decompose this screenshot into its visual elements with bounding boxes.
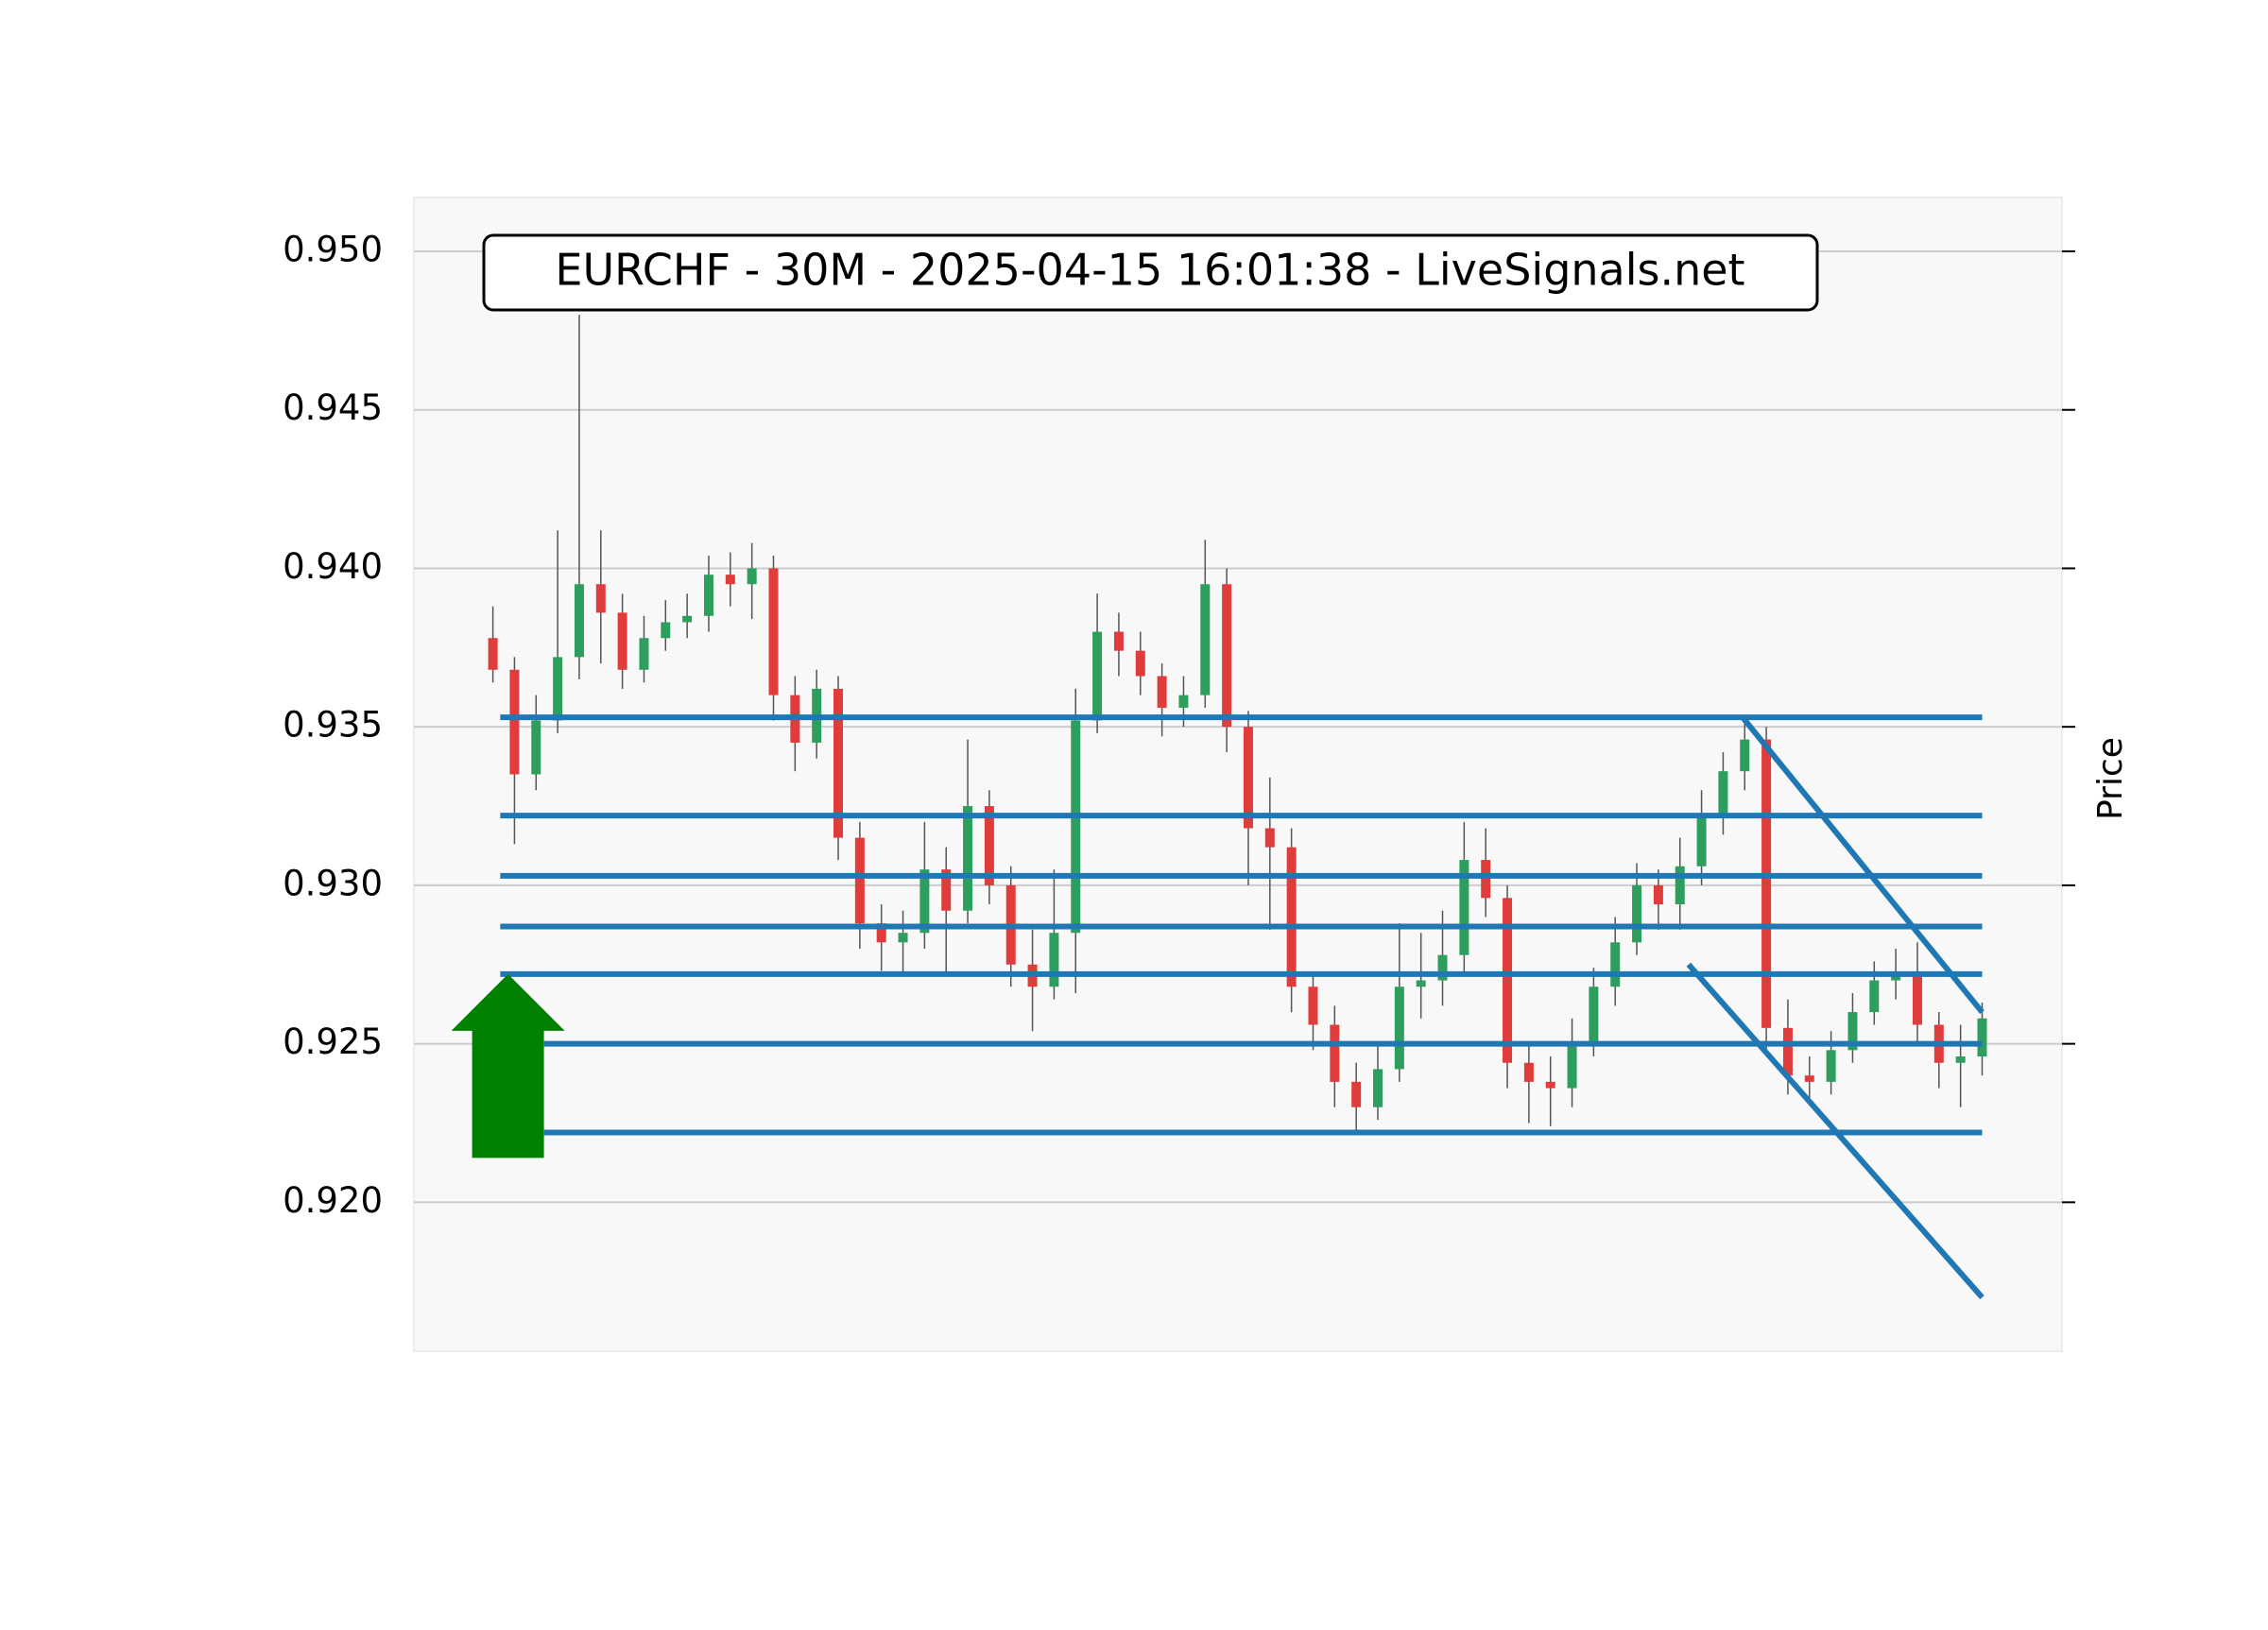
candle-body bbox=[1589, 987, 1599, 1044]
candle-body bbox=[617, 612, 627, 670]
candle-body bbox=[1912, 973, 1922, 1025]
candle-body bbox=[661, 622, 671, 639]
candle-body bbox=[1481, 860, 1491, 899]
candle-body bbox=[595, 584, 606, 613]
candle-body bbox=[1545, 1081, 1555, 1089]
candle-body bbox=[1222, 584, 1232, 728]
candle-body bbox=[1826, 1050, 1836, 1082]
axis: 0.920 0.925 0.930 0.935 0.940 0.945 0.950 bbox=[283, 230, 2075, 1221]
candle-body bbox=[1977, 1018, 1987, 1057]
y-tick-label: 0.945 bbox=[283, 387, 383, 428]
candle-body bbox=[1157, 676, 1167, 709]
lines bbox=[451, 714, 1984, 1299]
candle-body bbox=[1696, 815, 1707, 866]
candle-body bbox=[1847, 1012, 1858, 1051]
candle-body bbox=[574, 584, 584, 658]
candle-body bbox=[1869, 980, 1880, 1013]
candle-body bbox=[1416, 980, 1426, 987]
candle-body bbox=[531, 720, 541, 775]
candle-body bbox=[1071, 720, 1081, 934]
candle-body bbox=[488, 638, 498, 670]
candle-body bbox=[919, 869, 930, 934]
candle-body bbox=[703, 575, 713, 616]
candle-body bbox=[1394, 987, 1404, 1070]
candle-body bbox=[1372, 1069, 1383, 1107]
y-tick-label: 0.940 bbox=[283, 546, 383, 587]
candle-body bbox=[1049, 933, 1059, 987]
candle-body bbox=[1523, 1062, 1534, 1082]
candle-body bbox=[639, 638, 649, 670]
candle-body bbox=[1135, 650, 1145, 677]
candle-body bbox=[682, 615, 693, 623]
candle-body bbox=[1351, 1081, 1362, 1107]
candle-body bbox=[984, 806, 994, 885]
trend-line bbox=[1686, 962, 1984, 1299]
y-axis-label: Price bbox=[2091, 737, 2130, 820]
candle-body bbox=[1243, 727, 1253, 829]
candle-body bbox=[1459, 860, 1469, 955]
candle-body bbox=[1761, 739, 1772, 1028]
candle-body bbox=[1264, 828, 1275, 848]
candle-body bbox=[1891, 973, 1901, 981]
candle-body bbox=[1718, 771, 1728, 816]
candle-body bbox=[898, 933, 908, 943]
title-box bbox=[482, 233, 1819, 312]
candle-body bbox=[1955, 1056, 1966, 1063]
candle-body bbox=[1610, 942, 1621, 987]
candle-body bbox=[854, 837, 865, 924]
trend-line bbox=[1740, 715, 1984, 1014]
candle-body bbox=[768, 568, 779, 695]
candle-body bbox=[1286, 847, 1297, 987]
candle-body bbox=[1653, 884, 1663, 905]
candle-body bbox=[509, 669, 520, 775]
candle-body bbox=[963, 806, 973, 911]
y-tick-label: 0.925 bbox=[283, 1021, 383, 1062]
candle-body bbox=[1782, 1027, 1793, 1076]
candle-body bbox=[1503, 898, 1513, 1063]
candle-body bbox=[747, 568, 757, 585]
candle-body bbox=[1632, 884, 1642, 943]
y-tick-label: 0.930 bbox=[283, 863, 383, 903]
plot-area bbox=[413, 197, 2063, 1352]
candle-body bbox=[941, 869, 952, 911]
y-tick-label: 0.950 bbox=[283, 230, 383, 270]
candle-body bbox=[833, 688, 844, 838]
candle-body bbox=[553, 657, 563, 721]
candle-body bbox=[725, 575, 735, 585]
y-tick-label: 0.920 bbox=[283, 1180, 383, 1221]
chart-title: EURCHF - 30M - 2025-04-15 16:01:38 - Liv… bbox=[555, 245, 1744, 296]
candle-body bbox=[1567, 1043, 1577, 1089]
candle-body bbox=[1675, 866, 1685, 905]
candle-body bbox=[876, 923, 886, 943]
candle-body bbox=[1330, 1024, 1340, 1082]
candle-body bbox=[1178, 695, 1189, 709]
candle-body bbox=[1804, 1075, 1814, 1082]
candle-body bbox=[1092, 631, 1103, 721]
candle-body bbox=[1308, 987, 1318, 1025]
candle-body bbox=[1200, 584, 1211, 695]
signal-arrow bbox=[451, 973, 565, 1158]
y-tick-label: 0.935 bbox=[283, 705, 383, 746]
candle-body bbox=[1113, 631, 1124, 651]
candles bbox=[488, 315, 1987, 1133]
candle-body bbox=[1740, 739, 1750, 772]
candle-body bbox=[1437, 954, 1448, 981]
